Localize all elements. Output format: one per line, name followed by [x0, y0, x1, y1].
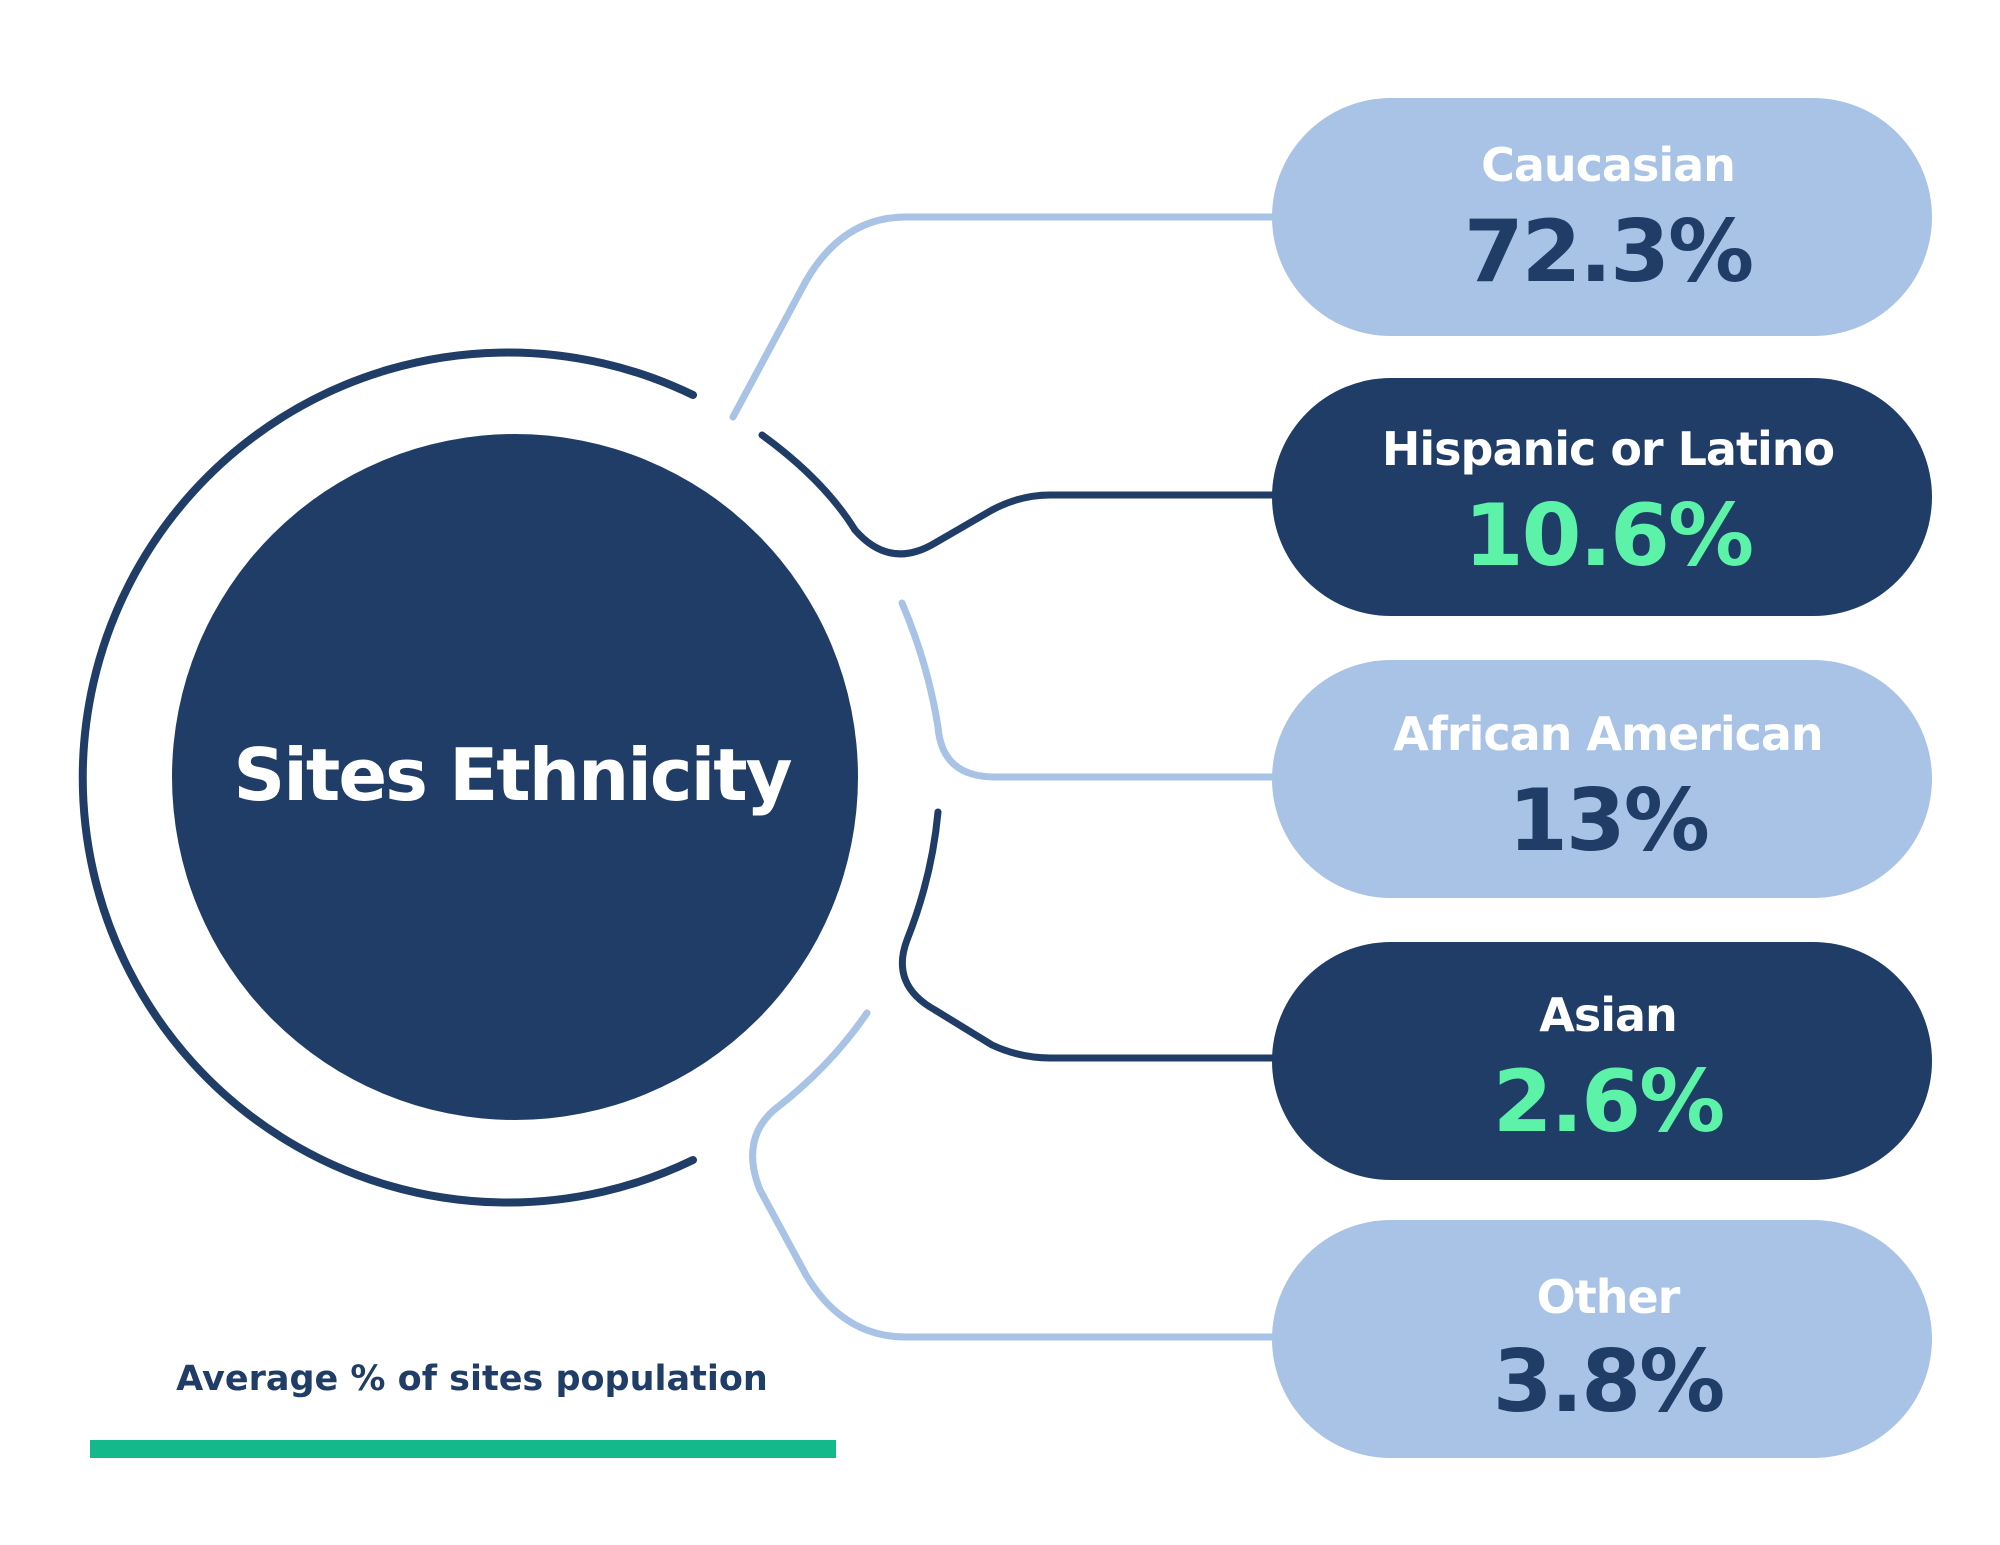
connector-african-american	[898, 599, 1276, 781]
segment-value: 72.3%	[1464, 202, 1752, 302]
pill-background	[1272, 378, 1932, 616]
segment-pill-other: Other 3.8%	[1272, 1220, 1932, 1458]
pill-background	[1272, 1220, 1932, 1458]
segment-label: African American	[1393, 707, 1822, 761]
connector-asian	[898, 808, 1276, 1062]
segment-pill-african-american: African American 13%	[1272, 660, 1932, 898]
segment-value: 3.8%	[1493, 1332, 1724, 1432]
footer-caption: Average % of sites population	[176, 1359, 768, 1399]
footer-accent-bar	[90, 1440, 836, 1458]
connector-caucasian	[729, 213, 1276, 421]
hub-circle	[172, 434, 858, 1120]
connector-hispanic-or-latino	[758, 431, 1276, 558]
segment-label: Caucasian	[1481, 138, 1735, 192]
hub-title: Sites Ethnicity	[233, 733, 791, 817]
connector-other	[749, 1009, 1276, 1341]
segment-label: Other	[1537, 1270, 1681, 1324]
segment-label: Hispanic or Latino	[1382, 422, 1834, 476]
segment-value: 13%	[1508, 771, 1708, 871]
segment-label: Asian	[1539, 988, 1677, 1042]
segment-value: 2.6%	[1493, 1052, 1724, 1152]
segment-pill-hispanic-or-latino: Hispanic or Latino 10.6%	[1272, 378, 1932, 616]
segment-pill-asian: Asian 2.6%	[1272, 942, 1932, 1180]
segment-pill-caucasian: Caucasian 72.3%	[1272, 98, 1932, 336]
pill-background	[1272, 942, 1932, 1180]
pill-background	[1272, 98, 1932, 336]
pill-background	[1272, 660, 1932, 898]
outer-ring-arc	[78, 348, 697, 1207]
segment-value: 10.6%	[1464, 486, 1752, 586]
